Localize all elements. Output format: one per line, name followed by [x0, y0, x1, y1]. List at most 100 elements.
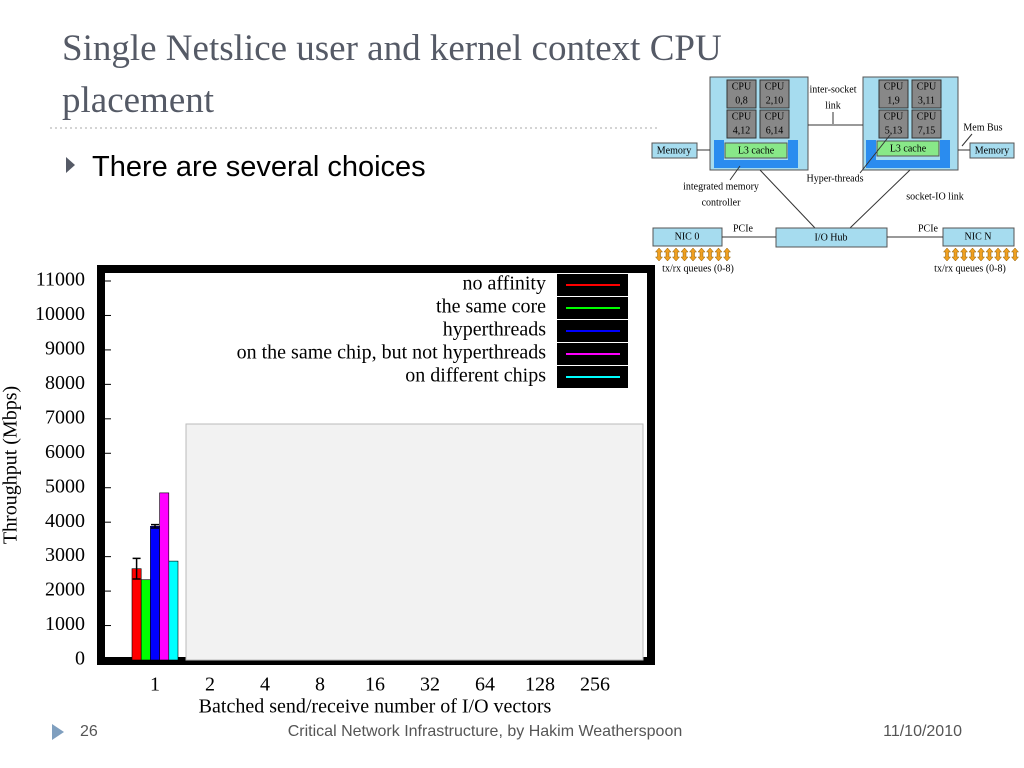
cpu-label: CPU [917, 111, 937, 122]
y-axis-label: Throughput (Mbps) [0, 386, 22, 544]
x-tick-label: 16 [365, 674, 385, 696]
x-tick-label: 256 [580, 674, 610, 696]
cpu [759, 109, 790, 139]
cpu-id: 1,9 [887, 95, 900, 106]
cache [876, 140, 940, 157]
cpu [911, 79, 942, 109]
label: PCIe [918, 223, 939, 234]
cpu [878, 109, 909, 139]
cpu-id: 0,8 [735, 95, 748, 106]
cpu-label: CPU [884, 81, 904, 92]
y-tick-label: 1000 [45, 613, 85, 635]
cpu-id: 5,13 [885, 125, 903, 136]
label: PCIe [733, 223, 754, 234]
label: integrated memory [683, 181, 759, 192]
queue-arrow [1002, 247, 1011, 262]
label: Hyper-threads [807, 173, 864, 184]
queue-arrow [680, 247, 689, 262]
bar [140, 579, 151, 661]
y-tick-label: 4000 [45, 510, 85, 532]
y-tick-label: 5000 [45, 475, 85, 497]
error-bar [151, 523, 159, 529]
bar [168, 560, 179, 661]
cpu-id: 3,11 [918, 95, 935, 106]
x-tick-label: 1 [150, 674, 160, 696]
queue-arrow [697, 247, 706, 262]
queue-arrow [985, 247, 994, 262]
y-tick-label: 3000 [45, 544, 85, 566]
title: Single Netslice user and kernel context … [62, 28, 722, 69]
queue-arrow [688, 247, 698, 262]
y-tick-label: 10000 [35, 303, 85, 325]
label: controller [702, 197, 742, 208]
queue-arrow [968, 247, 977, 262]
legend-label: the same core [436, 296, 546, 318]
x-tick-label: 2 [205, 674, 215, 696]
memory-controller [866, 140, 950, 168]
x-tick-label: 128 [525, 674, 555, 696]
y-tick-label: 11000 [36, 269, 85, 291]
memory-label: Memory [657, 145, 691, 156]
cpu-id: 7,15 [918, 125, 936, 136]
pointer [859, 134, 891, 174]
bar [159, 492, 170, 661]
cpu-label: CPU [765, 111, 785, 122]
legend-label: hyperthreads [443, 319, 547, 341]
chart: 0 1000 2000 3000 4000 5000 6000 7000 8000 9000 100… [0, 265, 655, 718]
label: link [825, 100, 841, 111]
cache-label: L3 cache [738, 145, 775, 156]
cpu-label: CPU [732, 81, 752, 92]
cache [724, 142, 788, 159]
queue-arrow [1010, 247, 1020, 262]
cpu-id: 4,12 [733, 125, 751, 136]
queue-arrow [654, 247, 664, 262]
y-tick-label: 8000 [45, 372, 85, 394]
queue-arrow [705, 247, 715, 262]
cpu [911, 109, 942, 139]
y-tick-label: 7000 [45, 406, 85, 428]
label: socket-IO link [906, 191, 964, 202]
page-number: 26 [80, 723, 98, 740]
link [759, 169, 816, 229]
queue-arrow [671, 247, 681, 262]
bullet: There are several choices [92, 151, 426, 183]
queue-arrow [993, 247, 1003, 262]
y-tick-label: 2000 [45, 579, 85, 601]
legend-label: on different chips [405, 365, 546, 387]
error-bar [132, 557, 141, 580]
bar [150, 526, 160, 661]
label: tx/rx queues (0-8) [662, 263, 734, 274]
bar [131, 568, 142, 661]
cpu [878, 79, 909, 109]
queue-arrow [942, 247, 952, 262]
queue-arrow [663, 247, 672, 262]
x-tick-label: 8 [315, 674, 325, 696]
label: tx/rx queues (0-8) [934, 263, 1006, 274]
queue-arrow [951, 247, 960, 262]
cpu-id: 6,14 [766, 125, 784, 136]
label: Mem Bus [963, 122, 1002, 133]
y-tick-label: 0 [75, 648, 85, 670]
x-axis-label: Batched send/receive number of I/O vecto… [199, 696, 552, 718]
label: NIC 0 [675, 231, 700, 242]
label: NIC N [965, 231, 992, 242]
footer: Critical Network Infrastructure, by Haki… [288, 723, 683, 740]
diagram: L3 cache L3 cache CPU 0,8 CPU 2,10 CPU 4,12 CP… [651, 76, 1020, 274]
bullet-icon [66, 157, 75, 173]
memory-label: Memory [975, 145, 1009, 156]
date: 11/10/2010 [883, 723, 962, 740]
cpu-label: CPU [765, 81, 785, 92]
label: inter-socket [809, 84, 856, 95]
footer-icon [52, 724, 64, 740]
queue-arrow [959, 247, 969, 262]
label: I/O Hub [814, 232, 847, 243]
cpu [726, 109, 757, 139]
cpu [726, 79, 757, 109]
link [849, 169, 911, 229]
y-tick-label: 9000 [45, 338, 85, 360]
cache-label: L3 cache [890, 143, 927, 154]
legend-label: on the same chip, but not hyperthreads [237, 342, 547, 364]
cpu-label: CPU [732, 111, 752, 122]
x-tick-label: 32 [420, 674, 440, 696]
